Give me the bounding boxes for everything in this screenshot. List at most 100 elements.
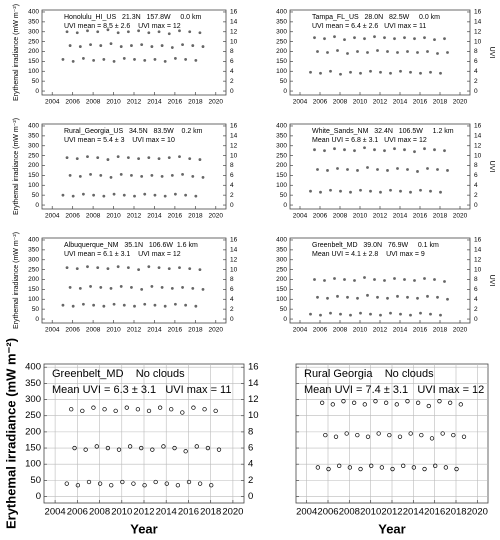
point [394, 402, 399, 407]
y2-tick-label: 14 [474, 247, 482, 254]
point [71, 194, 75, 198]
point [191, 405, 196, 410]
y-tick-label: 200 [276, 162, 287, 169]
y-tick-label: 400 [276, 9, 287, 16]
point [383, 400, 389, 405]
point [184, 303, 188, 307]
y2-tick-label: 2 [474, 192, 478, 199]
point [188, 157, 192, 160]
y-tick-label: 50 [30, 475, 41, 486]
y-tick-label: 100 [25, 459, 41, 470]
y-tick-label: 300 [25, 394, 41, 405]
x-tick-label: 2010 [111, 507, 132, 518]
panel-title: Greenbelt_MD 39.0N 76.9W 0.1 km [312, 242, 439, 249]
point [399, 69, 402, 73]
point [102, 58, 106, 61]
point [64, 481, 69, 486]
x-tick-label: 2010 [106, 213, 121, 220]
y-tick-label: 400 [28, 9, 39, 16]
y2-tick-label: 0 [474, 316, 478, 323]
point [130, 286, 133, 289]
point [140, 43, 144, 46]
x-axis-label: Year [130, 521, 157, 536]
point [443, 280, 446, 283]
point [319, 190, 322, 194]
point [458, 402, 463, 407]
point [313, 36, 316, 40]
point [393, 37, 396, 41]
point [86, 29, 89, 33]
point [201, 287, 205, 291]
x-tick-label: 2006 [67, 507, 88, 518]
x-tick-label: 2020 [209, 99, 224, 106]
x-tick-label: 2008 [333, 213, 348, 220]
point [386, 296, 389, 300]
y2-tick-label: 14 [230, 19, 238, 26]
point [366, 293, 369, 297]
x-tick-label: 2012 [127, 327, 142, 334]
point [163, 194, 167, 198]
y-tick-label: 400 [25, 362, 41, 373]
panel-title: Albuquerque_NM 35.1N 106.6W 1.6 km [64, 242, 198, 249]
point [323, 432, 328, 438]
point [109, 287, 113, 290]
point [359, 188, 362, 192]
point [109, 42, 113, 46]
y2-axis-label: UVI [488, 47, 495, 59]
y-tick-label: 400 [28, 237, 39, 244]
point [406, 295, 409, 299]
point [116, 265, 120, 269]
point [426, 50, 429, 53]
point [446, 51, 449, 54]
point [109, 483, 114, 488]
point [451, 432, 456, 438]
point [82, 192, 85, 196]
y2-tick-label: 16 [230, 9, 238, 16]
point [337, 463, 342, 468]
point [142, 483, 147, 488]
point [326, 169, 329, 172]
point [366, 51, 369, 54]
point [184, 193, 188, 197]
point [439, 71, 442, 75]
y2-tick-label: 0 [230, 88, 234, 95]
point [369, 189, 372, 193]
point [147, 156, 151, 160]
point [163, 59, 167, 63]
point [376, 49, 379, 52]
point [326, 51, 329, 54]
x-tick-label: 2006 [65, 99, 80, 106]
point [106, 267, 110, 271]
point [440, 431, 445, 436]
point [373, 148, 376, 152]
point [150, 173, 154, 177]
point [349, 313, 352, 317]
y-tick-label: 250 [28, 38, 39, 45]
point [186, 479, 192, 485]
point [133, 194, 136, 198]
point [167, 156, 171, 160]
point [178, 29, 181, 33]
y-tick-label: 150 [276, 286, 287, 293]
point [157, 30, 161, 34]
point [376, 168, 379, 171]
x-tick-label: 2018 [200, 507, 221, 518]
point [329, 188, 332, 192]
panel-title: Greenbelt_MD No clouds [52, 368, 185, 380]
point [339, 312, 342, 316]
x-tick-label: 2018 [188, 327, 203, 334]
point [409, 190, 412, 194]
point [461, 434, 467, 439]
point [429, 436, 435, 441]
point [356, 296, 359, 300]
point [409, 313, 412, 317]
panel-subtitle: UVI mean = 8.5 ± 2.6 UVI max = 12 [64, 23, 181, 30]
y-tick-label: 50 [280, 192, 288, 199]
y-tick-label: 50 [32, 78, 40, 85]
panel-title: Tampa_FL_US 28.0N 82.5W 0.0 km [312, 14, 440, 21]
y2-tick-label: 2 [230, 192, 234, 199]
point [319, 71, 322, 75]
y-axis-label: Erythemal irradiance (mW m⁻²) [13, 232, 20, 329]
y-tick-label: 200 [28, 162, 39, 169]
point [126, 266, 130, 270]
